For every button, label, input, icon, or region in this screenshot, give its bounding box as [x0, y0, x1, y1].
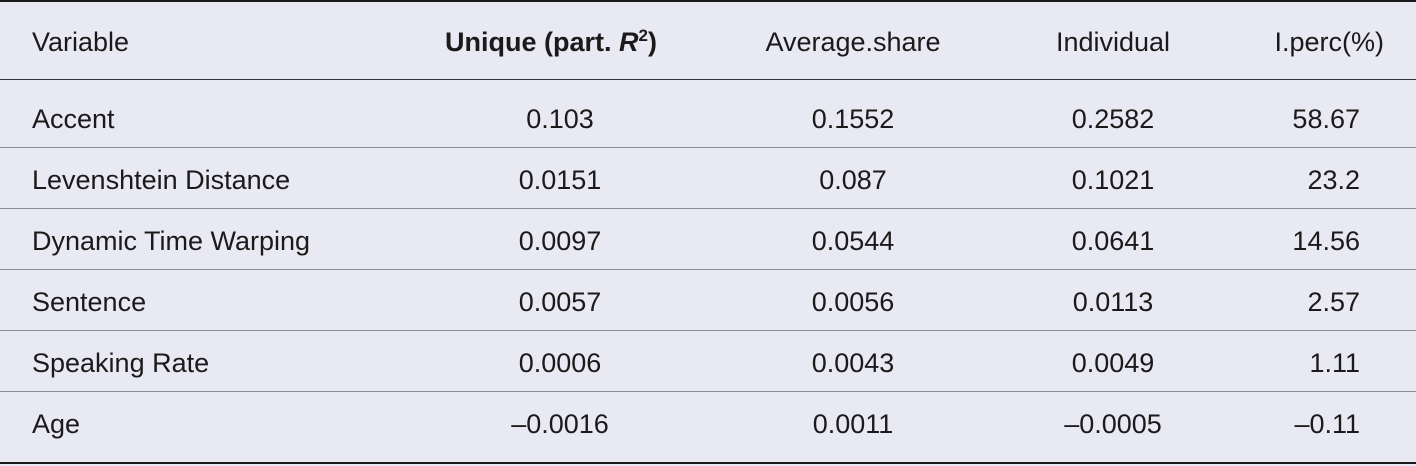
table-row: Sentence 0.0057 0.0056 0.0113 2.57	[0, 287, 1416, 317]
cell-variable: Accent	[32, 104, 115, 134]
cell-average-share: 0.0056	[811, 287, 895, 317]
cell-unique: 0.0097	[518, 226, 602, 256]
cell-individual: 0.1021	[1071, 165, 1155, 195]
table-row: Dynamic Time Warping 0.0097 0.0544 0.0641 14…	[0, 226, 1416, 256]
table-row: Accent 0.103 0.1552 0.2582 58.67	[0, 104, 1416, 134]
header-variable: Variable	[32, 27, 130, 57]
cell-iperc: 1.11	[1309, 348, 1360, 378]
cell-individual: 0.0641	[1071, 226, 1155, 256]
cell-variable: Levenshtein Distance	[32, 165, 291, 195]
cell-unique: 0.0151	[518, 165, 602, 195]
header-unique: Unique (part. R2)	[436, 27, 666, 57]
header-individual: Individual	[1055, 27, 1171, 57]
cell-unique: 0.0006	[518, 348, 602, 378]
header-iperc: I.perc(%)	[1274, 27, 1384, 57]
cell-individual: 0.2582	[1071, 104, 1155, 134]
table-row: Speaking Rate 0.0006 0.0043 0.0049 1.11	[0, 348, 1416, 378]
cell-variable: Speaking Rate	[32, 348, 210, 378]
cell-iperc: 14.56	[1292, 226, 1360, 256]
cell-average-share: 0.0043	[811, 348, 895, 378]
cell-variable: Dynamic Time Warping	[32, 226, 311, 256]
table-top-rule	[0, 0, 1416, 2]
row-divider	[0, 330, 1416, 331]
cell-variable: Sentence	[32, 287, 147, 317]
header-unique-r: R	[619, 27, 639, 57]
cell-iperc: 2.57	[1307, 287, 1360, 317]
cell-individual: –0.0005	[1064, 409, 1162, 439]
cell-individual: 0.0113	[1072, 287, 1154, 317]
header-unique-suffix: )	[647, 27, 657, 57]
cell-iperc: –0.11	[1294, 409, 1360, 439]
cell-individual: 0.0049	[1071, 348, 1155, 378]
cell-average-share: 0.1552	[811, 104, 895, 134]
table-row: Age –0.0016 0.0011 –0.0005 –0.11	[0, 409, 1416, 439]
cell-average-share: 0.0544	[811, 226, 895, 256]
header-unique-prefix: Unique (part.	[445, 27, 620, 57]
header-unique-sup: 2	[638, 26, 648, 45]
row-divider	[0, 391, 1416, 392]
cell-iperc: 23.2	[1307, 165, 1360, 195]
header-average-share: Average.share	[765, 27, 941, 57]
row-divider	[0, 147, 1416, 148]
table-bottom-rule	[0, 462, 1416, 464]
cell-average-share: 0.0011	[812, 409, 894, 439]
cell-unique: 0.103	[526, 104, 594, 134]
cell-average-share: 0.087	[819, 165, 887, 195]
row-divider	[0, 269, 1416, 270]
table-row: Levenshtein Distance 0.0151 0.087 0.1021 23.…	[0, 165, 1416, 195]
cell-unique: 0.0057	[518, 287, 602, 317]
row-divider	[0, 208, 1416, 209]
table-header-row: Variable Unique (part. R2) Average.share…	[0, 0, 1416, 79]
table-header-rule	[0, 79, 1416, 80]
cell-iperc: 58.67	[1292, 104, 1360, 134]
cell-unique: –0.0016	[511, 409, 609, 439]
cell-variable: Age	[32, 409, 81, 439]
